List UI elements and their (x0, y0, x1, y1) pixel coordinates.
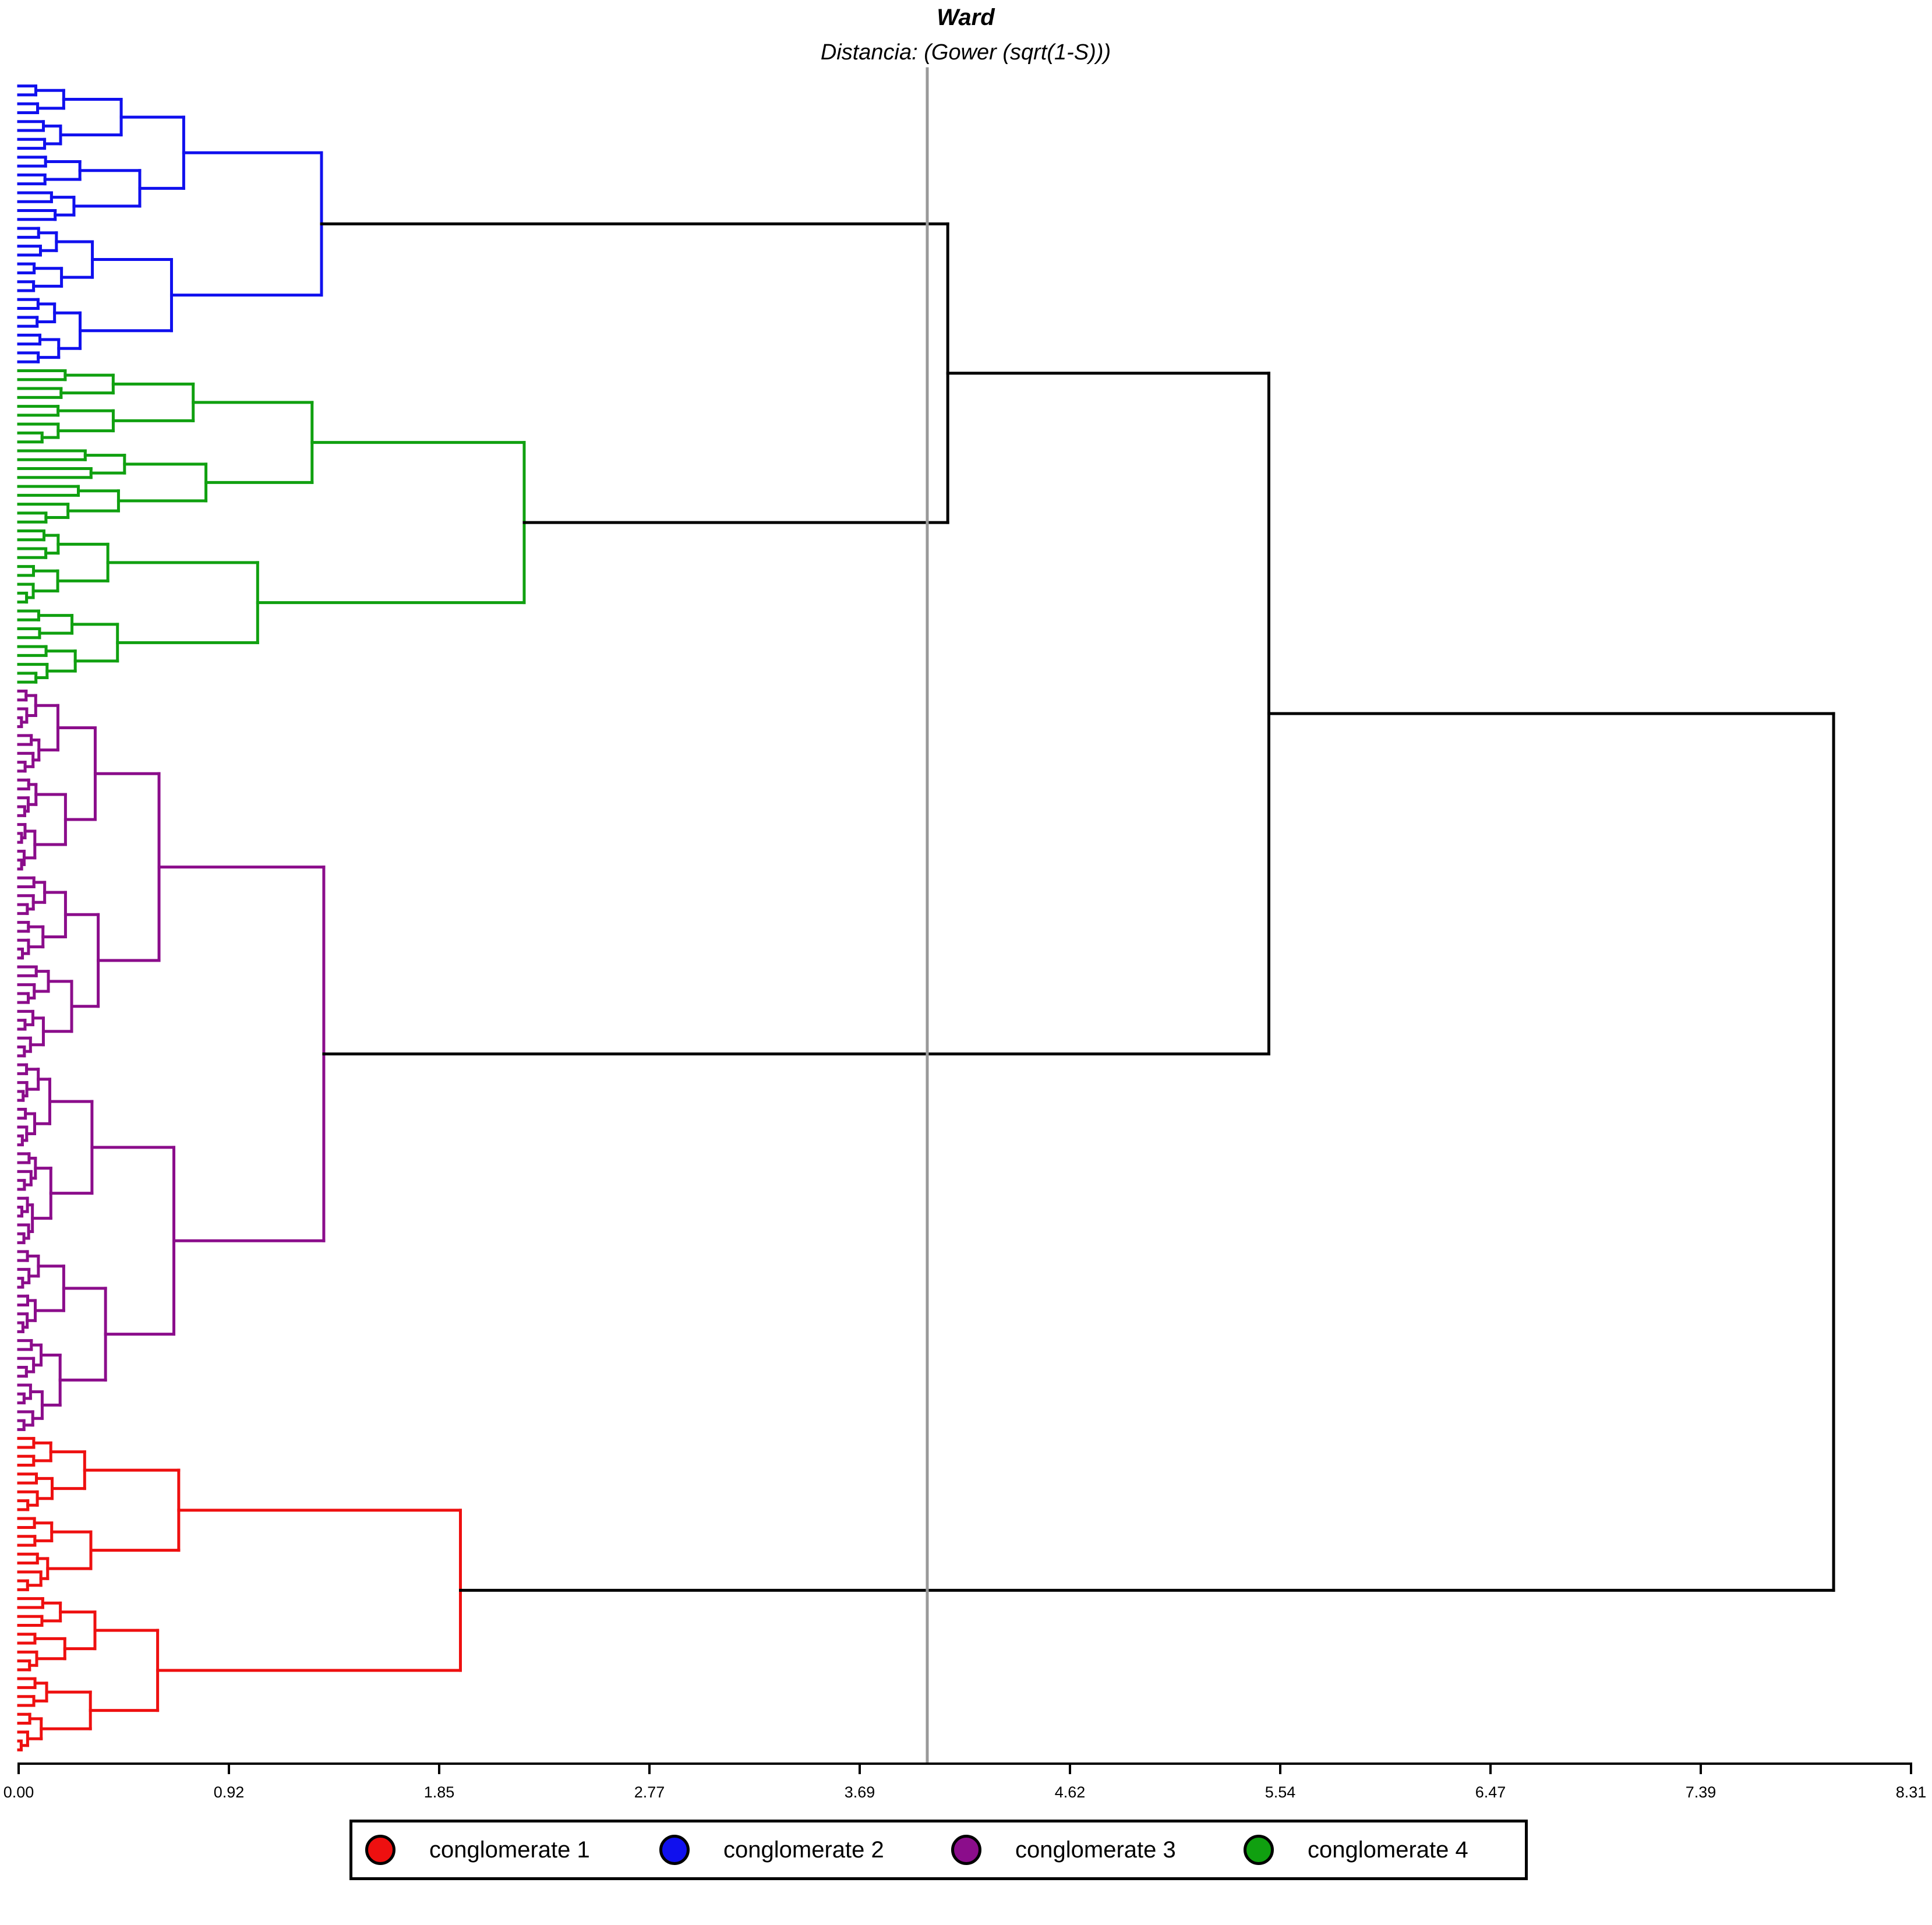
x-tick-label: 1.85 (424, 1783, 455, 1801)
top-level-merges (320, 222, 1835, 1592)
legend-swatch-4 (1244, 1835, 1274, 1865)
legend-label-1: conglomerate 1 (429, 1836, 590, 1863)
x-tick-label: 8.31 (1896, 1783, 1927, 1801)
x-tick-label: 7.39 (1686, 1783, 1716, 1801)
legend-item-2: conglomerate 2 (659, 1822, 884, 1877)
chart-title: Ward (937, 5, 995, 30)
cluster-conglomerate-4 (17, 369, 526, 684)
chart-subtitle: Distancia: (Gower (sqrt(1-S))) (821, 40, 1111, 65)
legend-swatch-3 (951, 1835, 981, 1865)
dendrogram-tree (17, 84, 1835, 1751)
x-tick-label: 6.47 (1475, 1783, 1506, 1801)
legend-swatch-2 (659, 1835, 690, 1865)
legend: conglomerate 1 conglomerate 2 conglomera… (349, 1820, 1528, 1880)
legend-label-4: conglomerate 4 (1308, 1836, 1468, 1863)
x-axis: 0.00 0.92 1.85 2.77 3.69 4.62 5.54 6.47 7.39 8.31 (3, 67, 1927, 1801)
legend-item-4: conglomerate 4 (1244, 1822, 1468, 1877)
x-tick-label: 4.62 (1055, 1783, 1086, 1801)
cluster-conglomerate-1 (17, 1437, 462, 1751)
legend-item-3: conglomerate 3 (951, 1822, 1176, 1877)
x-tick-label: 0.92 (214, 1783, 245, 1801)
x-tick-label: 2.77 (634, 1783, 665, 1801)
cluster-conglomerate-2 (17, 84, 323, 363)
x-tick-label: 5.54 (1265, 1783, 1296, 1801)
legend-label-2: conglomerate 2 (723, 1836, 884, 1863)
x-tick-label: 3.69 (845, 1783, 875, 1801)
legend-item-1: conglomerate 1 (365, 1822, 590, 1877)
x-tick-label: 0.00 (3, 1783, 34, 1801)
legend-label-3: conglomerate 3 (1015, 1836, 1176, 1863)
cluster-conglomerate-3 (17, 689, 326, 1431)
legend-swatch-1 (365, 1835, 395, 1865)
